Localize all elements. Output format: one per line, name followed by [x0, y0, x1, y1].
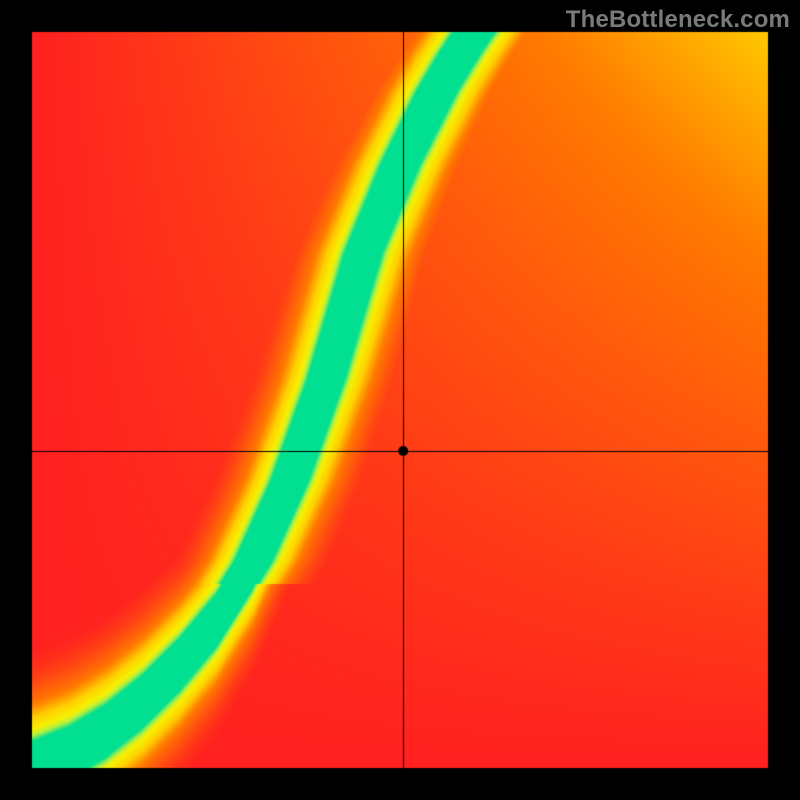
- bottleneck-heatmap: [0, 0, 800, 800]
- chart-container: TheBottleneck.com: [0, 0, 800, 800]
- watermark: TheBottleneck.com: [566, 6, 790, 34]
